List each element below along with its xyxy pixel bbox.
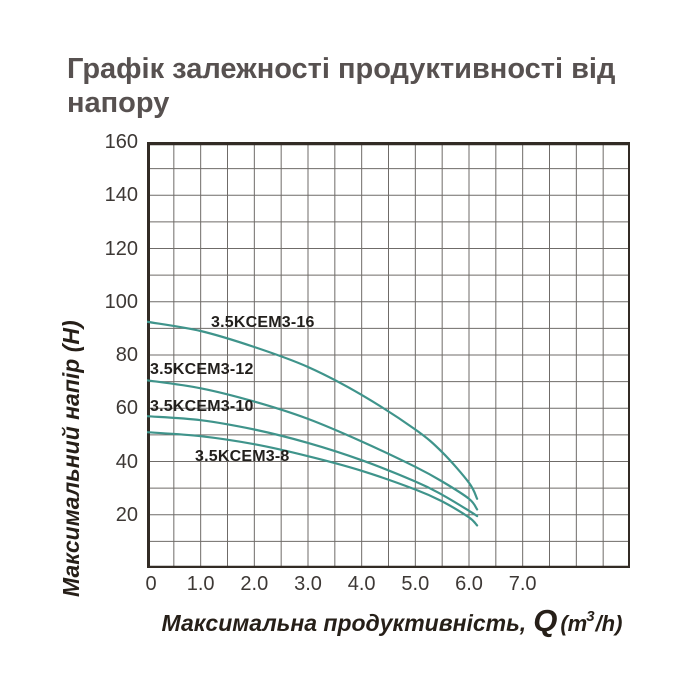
curve-label-8: 3.5KCEM3-8 (195, 448, 290, 465)
curve-label-10: 3.5KCEM3-10 (150, 398, 254, 415)
x-axis-symbol-q: Q (533, 603, 558, 638)
curve-3.5KCEM3-16 (147, 320, 479, 500)
curve-3.5KCEM3-8 (147, 431, 479, 527)
y-tick-40: 40 (115, 450, 138, 473)
x-tick-4.0: 4.0 (347, 573, 376, 595)
x-axis-unit: (m3/h) (560, 607, 623, 636)
curve-3.5KCEM3-12 (147, 379, 479, 511)
curve-3.5KCEM3-10 (147, 415, 479, 518)
y-tick-100: 100 (104, 290, 138, 313)
x-tick-3.0: 3.0 (294, 573, 322, 595)
x-axis-title-text: Максимальна продуктивність, (161, 610, 527, 636)
x-tick-1.0: 1.0 (186, 573, 215, 595)
x-axis-unit-post: /h) (595, 611, 623, 636)
x-axis-unit-sup: 3 (586, 607, 595, 625)
y-tick-160: 160 (104, 131, 138, 153)
y-tick-140: 140 (104, 184, 138, 207)
y-tick-80: 80 (115, 344, 138, 366)
y-axis-title: Максимальний напір (Н) (58, 320, 84, 597)
x-axis-unit-pre: (m (560, 611, 588, 636)
x-tick-5.0: 5.0 (401, 573, 430, 595)
x-axis-title: Максимальна продуктивність, Q (m3/h) (147, 603, 637, 639)
y-tick-20: 20 (115, 503, 138, 526)
page-title: Графік залежності продуктивності від нап… (67, 52, 667, 120)
x-tick-7.0: 7.0 (508, 573, 537, 595)
y-tick-60: 60 (115, 397, 138, 420)
curve-label-12: 3.5KCEM3-12 (150, 361, 254, 378)
x-tick-2.0: 2.0 (240, 573, 269, 595)
x-tick-6.0: 6.0 (455, 573, 483, 595)
page-title-line2: напору (67, 87, 170, 119)
x-tick-0: 0 (145, 573, 157, 595)
plot-area (147, 142, 630, 568)
page-title-line1: Графік залежності продуктивності від (67, 53, 616, 85)
y-tick-120: 120 (104, 237, 138, 260)
curve-label-16: 3.5KCEM3-16 (211, 314, 315, 331)
